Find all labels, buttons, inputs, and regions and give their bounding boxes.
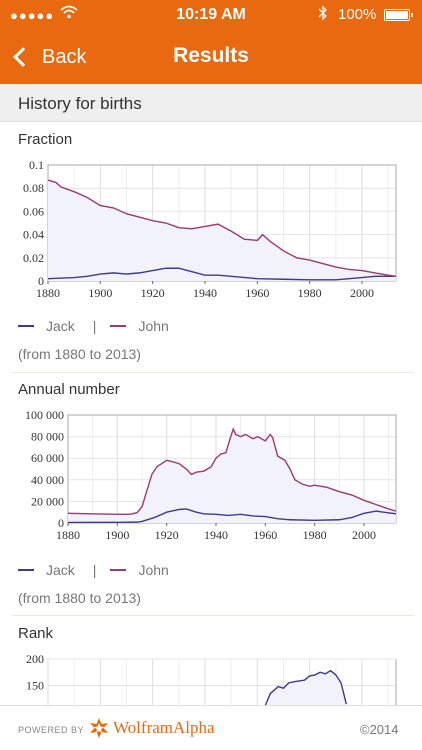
pod-title-fraction: Fraction	[18, 131, 73, 148]
x-tick-label: 1940	[193, 286, 217, 300]
x-tick-label: 1940	[204, 528, 228, 542]
x-tick-label: 1880	[36, 286, 60, 300]
wolfram-star-icon	[90, 718, 108, 738]
x-tick-label: 1980	[303, 528, 327, 542]
x-tick-label: 1900	[88, 286, 112, 300]
legend-label-john: John	[138, 318, 169, 334]
series-line-john	[47, 179, 397, 278]
y-tick-label: 80 000	[31, 430, 64, 444]
section-header: History for births	[0, 84, 422, 122]
signal-dots-icon: ●●●●●	[10, 8, 55, 23]
status-bar: ●●●●● 10:19 AM 100%	[0, 0, 422, 30]
annual-number-chart: 0 20 000 40 000 60 000 80 000 100 000 1880 1900…	[25, 408, 397, 542]
y-tick-label: 0	[38, 274, 44, 288]
rank-chart: 150 200	[26, 652, 397, 705]
fraction-legend: Jack | John	[18, 318, 169, 334]
back-label: Back	[42, 45, 87, 68]
y-tick-label: 0.08	[23, 181, 44, 195]
x-tick-label: 1880	[56, 528, 80, 542]
x-tick-label: 1960	[253, 528, 277, 542]
x-tick-label: 2000	[352, 528, 376, 542]
divider	[12, 372, 414, 373]
area-fill	[68, 429, 396, 523]
back-button[interactable]: Back	[10, 42, 86, 72]
y-tick-label: 0.06	[23, 204, 44, 218]
annual-number-range: (from 1880 to 2013)	[18, 590, 141, 606]
legend-label-jack: Jack	[46, 562, 75, 578]
y-tick-label: 0	[58, 516, 64, 530]
x-tick-label: 1920	[141, 286, 165, 300]
wolfram-alpha-logo[interactable]: WolframAlpha	[113, 718, 215, 737]
footer: POWERED BY WolframAlpha ©2014	[0, 705, 422, 750]
battery-icon	[384, 9, 413, 21]
x-tick-label: 1980	[298, 286, 322, 300]
x-tick-label: 1900	[105, 528, 129, 542]
copyright: ©2014	[360, 722, 399, 737]
y-tick-label: 0.04	[23, 228, 44, 242]
pod-title-annual-number: Annual number	[18, 381, 120, 398]
y-tick-label: 150	[26, 679, 44, 693]
series-line-jack	[47, 267, 396, 281]
x-tick-label: 1960	[245, 286, 269, 300]
legend-label-john: John	[138, 562, 169, 578]
x-tick-label: 1920	[155, 528, 179, 542]
pod-title-rank: Rank	[18, 625, 54, 642]
bluetooth-icon	[318, 5, 328, 25]
divider	[12, 615, 414, 616]
area-fill	[265, 670, 347, 705]
legend-label-jack: Jack	[46, 318, 75, 334]
y-tick-label: 60 000	[31, 451, 64, 465]
area-fill	[48, 180, 396, 281]
nav-bar: Back Results	[0, 30, 422, 84]
y-tick-label: 100 000	[25, 408, 64, 422]
battery-percent: 100%	[338, 6, 377, 23]
section-title: History for births	[18, 94, 142, 113]
y-tick-label: 0.02	[23, 251, 44, 265]
x-tick-label: 2000	[350, 286, 374, 300]
fraction-chart: 0 0.02 0.04 0.06 0.08 0.1 1880 1900 1920 1940 1960…	[23, 158, 397, 300]
series-line-jack	[67, 508, 397, 524]
legend-swatch-jack	[18, 325, 34, 327]
y-tick-label: 40 000	[31, 473, 64, 487]
legend-swatch-john	[110, 325, 127, 327]
wifi-icon	[60, 5, 78, 23]
fraction-range: (from 1880 to 2013)	[18, 346, 141, 362]
annual-number-legend: Jack | John	[18, 562, 169, 578]
y-tick-label: 0.1	[29, 158, 44, 172]
legend-swatch-jack	[18, 569, 34, 571]
series-line-john	[67, 427, 397, 516]
powered-by-label: POWERED BY	[18, 725, 85, 735]
y-tick-label: 20 000	[31, 494, 64, 508]
legend-swatch-john	[110, 569, 127, 571]
y-tick-label: 200	[26, 652, 44, 666]
series-line-jack	[264, 669, 347, 705]
status-time: 10:19 AM	[176, 6, 246, 23]
page-title: Results	[173, 44, 249, 67]
